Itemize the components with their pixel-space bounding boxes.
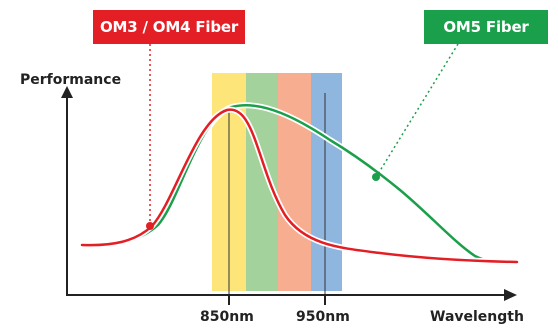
om5-leader-line — [377, 43, 459, 175]
y-axis-arrow-icon — [61, 86, 73, 98]
om5-marker-dot — [372, 173, 380, 181]
om3-om4-fiber-label: OM3 / OM4 Fiber — [93, 10, 245, 44]
band-blue — [311, 73, 342, 291]
om3-om4-marker-dot — [146, 222, 154, 230]
om5-curve — [80, 104, 519, 264]
x-axis-label: Wavelength — [430, 309, 524, 325]
band-orange — [278, 73, 311, 291]
tick-label-950nm: 950nm — [296, 309, 350, 325]
x-axis-arrow-icon — [504, 289, 517, 301]
y-axis-label: Performance — [20, 72, 122, 88]
om5-fiber-label: OM5 Fiber — [424, 10, 548, 44]
tick-label-850nm: 850nm — [200, 309, 254, 325]
